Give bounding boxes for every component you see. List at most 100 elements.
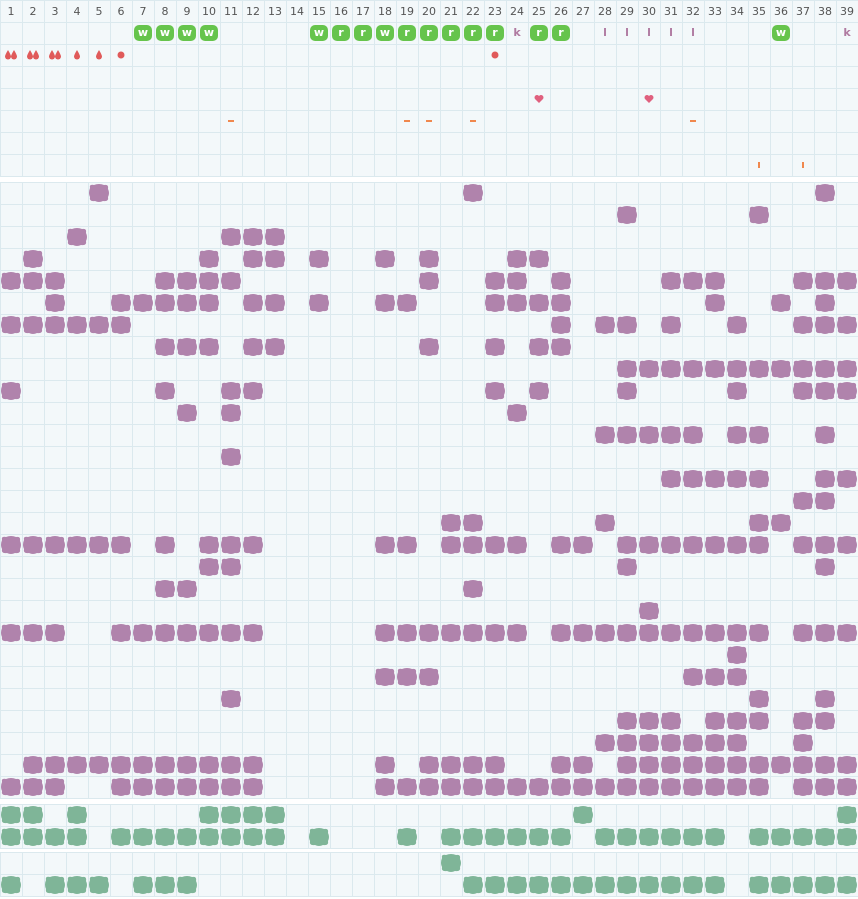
column-number: 21 [444, 5, 458, 18]
blob [485, 624, 505, 642]
letter: k [843, 26, 851, 39]
blob [45, 828, 65, 846]
blob [265, 228, 285, 246]
blob [683, 756, 703, 774]
blob [815, 536, 835, 554]
blob [815, 316, 835, 334]
tile-letter: r [404, 26, 410, 39]
blob [45, 316, 65, 334]
letter: l [625, 26, 629, 39]
blob [837, 536, 857, 554]
blob [727, 382, 747, 400]
blob [111, 536, 131, 554]
blob [683, 778, 703, 796]
blob [485, 536, 505, 554]
blob [617, 778, 637, 796]
blob [23, 316, 43, 334]
blob [727, 668, 747, 686]
tile-letter: r [492, 26, 498, 39]
column-number: 30 [642, 5, 656, 18]
column-number: 14 [290, 5, 304, 18]
blob [265, 828, 285, 846]
blob [463, 580, 483, 598]
blob [89, 756, 109, 774]
tile-letter: w [380, 26, 390, 39]
column-number: 22 [466, 5, 480, 18]
blob [485, 382, 505, 400]
blob [67, 316, 87, 334]
blob [705, 756, 725, 774]
blob [375, 294, 395, 312]
blob [815, 712, 835, 730]
blob [749, 828, 769, 846]
blob [749, 712, 769, 730]
blob [155, 382, 175, 400]
blob [133, 756, 153, 774]
blob [639, 360, 659, 378]
blob [45, 624, 65, 642]
blob [133, 876, 153, 894]
blob [793, 360, 813, 378]
blob [639, 828, 659, 846]
blob [23, 272, 43, 290]
column-number: 26 [554, 5, 568, 18]
blob [243, 536, 263, 554]
green-tile [530, 25, 548, 41]
blob [485, 778, 505, 796]
blob [617, 756, 637, 774]
blob [837, 624, 857, 642]
blob [155, 272, 175, 290]
blob [683, 828, 703, 846]
blob [661, 734, 681, 752]
blob [793, 778, 813, 796]
blob [815, 778, 835, 796]
letter: l [603, 26, 607, 39]
green-tile [332, 25, 350, 41]
blob [749, 778, 769, 796]
column-number: 19 [400, 5, 414, 18]
column-number: 32 [686, 5, 700, 18]
blob [243, 294, 263, 312]
blob [199, 756, 219, 774]
letter: l [647, 26, 651, 39]
blob [727, 712, 747, 730]
blob [683, 360, 703, 378]
column-number: 36 [774, 5, 788, 18]
blob [507, 294, 527, 312]
blob [155, 828, 175, 846]
column-number: 16 [334, 5, 348, 18]
blob [111, 778, 131, 796]
blob [155, 580, 175, 598]
blob [23, 806, 43, 824]
blob [67, 228, 87, 246]
blob [617, 734, 637, 752]
blob [837, 828, 857, 846]
column-number: 28 [598, 5, 612, 18]
blob [485, 756, 505, 774]
drops [49, 50, 61, 60]
blob [1, 828, 21, 846]
blob [705, 876, 725, 894]
dot [491, 51, 499, 59]
blob [727, 646, 747, 664]
blob [815, 876, 835, 894]
blob [815, 382, 835, 400]
blob [111, 828, 131, 846]
column-number: 9 [184, 5, 191, 18]
blob [573, 806, 593, 824]
blob [793, 876, 813, 894]
blob [529, 876, 549, 894]
blob [837, 756, 857, 774]
blob [221, 806, 241, 824]
drop [33, 50, 39, 60]
blob [309, 294, 329, 312]
blob [199, 250, 219, 268]
blob [815, 294, 835, 312]
blob [221, 690, 241, 708]
blob [397, 536, 417, 554]
blob [815, 492, 835, 510]
green-tile [442, 25, 460, 41]
blob [221, 756, 241, 774]
blob [793, 712, 813, 730]
blob [529, 250, 549, 268]
